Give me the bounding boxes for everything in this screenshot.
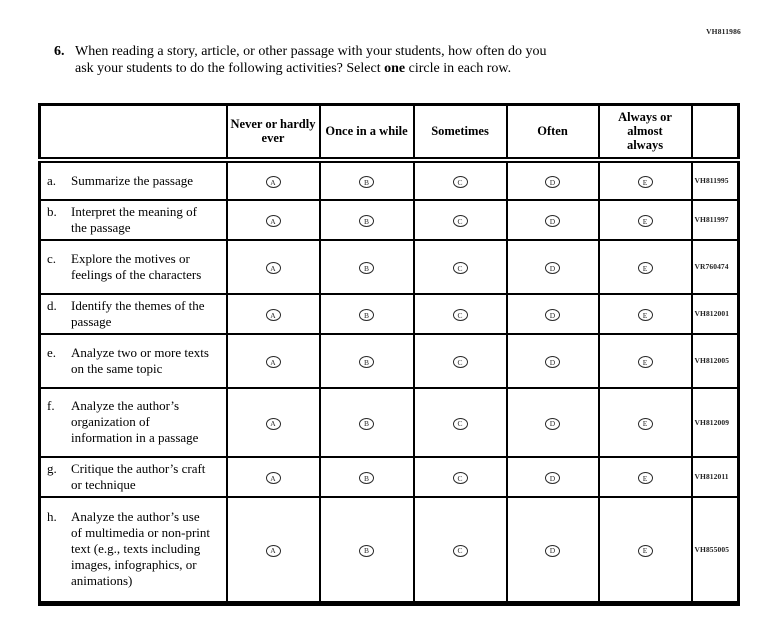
- table-row-h: h. Analyze the author’s use of multimedia…: [38, 495, 740, 606]
- option-circle-sometimes[interactable]: C: [452, 176, 468, 189]
- row-label: Analyze two or more texts on the same to…: [71, 344, 209, 376]
- option-circle-never[interactable]: A: [265, 356, 281, 369]
- item-code: VH812005: [690, 332, 740, 389]
- option-circle-never[interactable]: A: [265, 262, 281, 275]
- item-code: VR760474: [690, 238, 740, 295]
- option-circle-never[interactable]: A: [265, 545, 281, 557]
- item-code: VH812011: [690, 455, 740, 498]
- row-label: Analyze the author’s use of multimedia o…: [71, 509, 211, 589]
- header-blank: [38, 103, 228, 163]
- option-circle-always[interactable]: E: [637, 309, 653, 322]
- row-letter: c.: [47, 250, 57, 266]
- header-row: Never or hardly ever Once in a while Som…: [38, 103, 740, 163]
- header-often: Often: [505, 103, 600, 163]
- table-row-c: c. Explore the motives or feelings of the…: [38, 238, 740, 295]
- option-circle-sometimes[interactable]: C: [452, 417, 468, 430]
- option-circle-sometimes[interactable]: C: [452, 472, 468, 485]
- item-code: VH855005: [690, 495, 740, 606]
- item-code: VH811997: [690, 198, 740, 241]
- option-circle-once[interactable]: B: [359, 309, 374, 322]
- option-circle-always[interactable]: E: [637, 176, 653, 189]
- option-circle-always[interactable]: E: [637, 472, 653, 485]
- option-circle-sometimes[interactable]: C: [452, 262, 468, 275]
- header-always: Always or almost always: [597, 103, 693, 163]
- row-letter: e.: [47, 344, 57, 360]
- item-code: VH812001: [690, 292, 740, 335]
- option-circle-never[interactable]: A: [265, 215, 281, 228]
- option-circle-once[interactable]: B: [359, 356, 374, 369]
- option-circle-once[interactable]: B: [359, 545, 374, 557]
- header-sometimes: Sometimes: [412, 103, 508, 163]
- response-grid: Never or hardly ever Once in a while Som…: [38, 103, 740, 606]
- option-circle-often[interactable]: D: [545, 417, 560, 430]
- option-circle-always[interactable]: E: [637, 545, 653, 557]
- row-letter: h.: [47, 509, 57, 525]
- option-circle-sometimes[interactable]: C: [452, 215, 468, 228]
- table-row-e: e. Analyze two or more texts on the same …: [38, 332, 740, 389]
- question-bold-one: one: [384, 61, 406, 76]
- option-circle-never[interactable]: A: [265, 472, 281, 485]
- table-row-a: a. Summarize the passage A B C D E VH8119…: [38, 158, 740, 201]
- row-letter: f.: [47, 398, 55, 413]
- row-label: Summarize the passage: [71, 172, 194, 188]
- table-row-g: g. Critique the author’s craft or techniq…: [38, 455, 740, 498]
- option-circle-sometimes[interactable]: C: [452, 356, 468, 369]
- table-row-b: b. Interpret the meaning of the passage A…: [38, 198, 740, 241]
- option-circle-once[interactable]: B: [359, 176, 374, 189]
- option-circle-once[interactable]: B: [359, 472, 374, 485]
- option-circle-often[interactable]: D: [545, 472, 560, 485]
- option-circle-never[interactable]: A: [265, 309, 281, 322]
- question-text: When reading a story, article, or other …: [75, 43, 546, 77]
- option-circle-once[interactable]: B: [359, 262, 374, 275]
- row-letter: d.: [47, 297, 57, 313]
- option-circle-often[interactable]: D: [545, 356, 560, 369]
- option-circle-sometimes[interactable]: C: [452, 309, 468, 322]
- option-circle-never[interactable]: A: [265, 176, 281, 189]
- row-label: Explore the motives or feelings of the c…: [71, 250, 202, 282]
- option-circle-always[interactable]: E: [637, 215, 653, 228]
- row-label: Identify the themes of the passage: [71, 297, 205, 329]
- header-never: Never or hardly ever: [225, 103, 321, 163]
- option-circle-always[interactable]: E: [637, 262, 653, 275]
- option-circle-often[interactable]: D: [545, 262, 560, 275]
- row-label: Interpret the meaning of the passage: [71, 203, 197, 235]
- item-accession-code: VH811986: [706, 27, 741, 36]
- option-circle-always[interactable]: E: [637, 417, 653, 430]
- question-line1: When reading a story, article, or other …: [75, 44, 547, 59]
- option-circle-often[interactable]: D: [545, 176, 560, 189]
- row-label: Critique the author’s craft or technique: [71, 460, 206, 492]
- option-circle-once[interactable]: B: [359, 215, 374, 228]
- row-label: Analyze the author’s organization of inf…: [71, 398, 199, 445]
- table-row-f: f. Analyze the author’s organization of i…: [38, 386, 740, 458]
- option-circle-sometimes[interactable]: C: [452, 545, 468, 557]
- question-number: 6.: [54, 44, 65, 59]
- row-letter: g.: [47, 460, 57, 476]
- row-letter: b.: [47, 203, 57, 219]
- option-circle-often[interactable]: D: [545, 545, 560, 557]
- option-circle-never[interactable]: A: [265, 417, 281, 430]
- item-code: VH811995: [690, 158, 740, 201]
- question-line2-pre: ask your students to do the following ac…: [75, 61, 385, 76]
- option-circle-often[interactable]: D: [545, 309, 560, 322]
- header-code-blank: [690, 103, 740, 163]
- row-letter: a.: [47, 172, 57, 188]
- item-code: VH812009: [690, 386, 740, 458]
- question-block: 6. When reading a story, article, or oth…: [54, 43, 654, 77]
- option-circle-once[interactable]: B: [359, 417, 374, 430]
- option-circle-always[interactable]: E: [637, 356, 653, 369]
- table-row-d: d. Identify the themes of the passage A B…: [38, 292, 740, 335]
- question-line2-post: circle in each row.: [405, 61, 512, 76]
- header-once: Once in a while: [318, 103, 415, 163]
- option-circle-often[interactable]: D: [545, 215, 560, 228]
